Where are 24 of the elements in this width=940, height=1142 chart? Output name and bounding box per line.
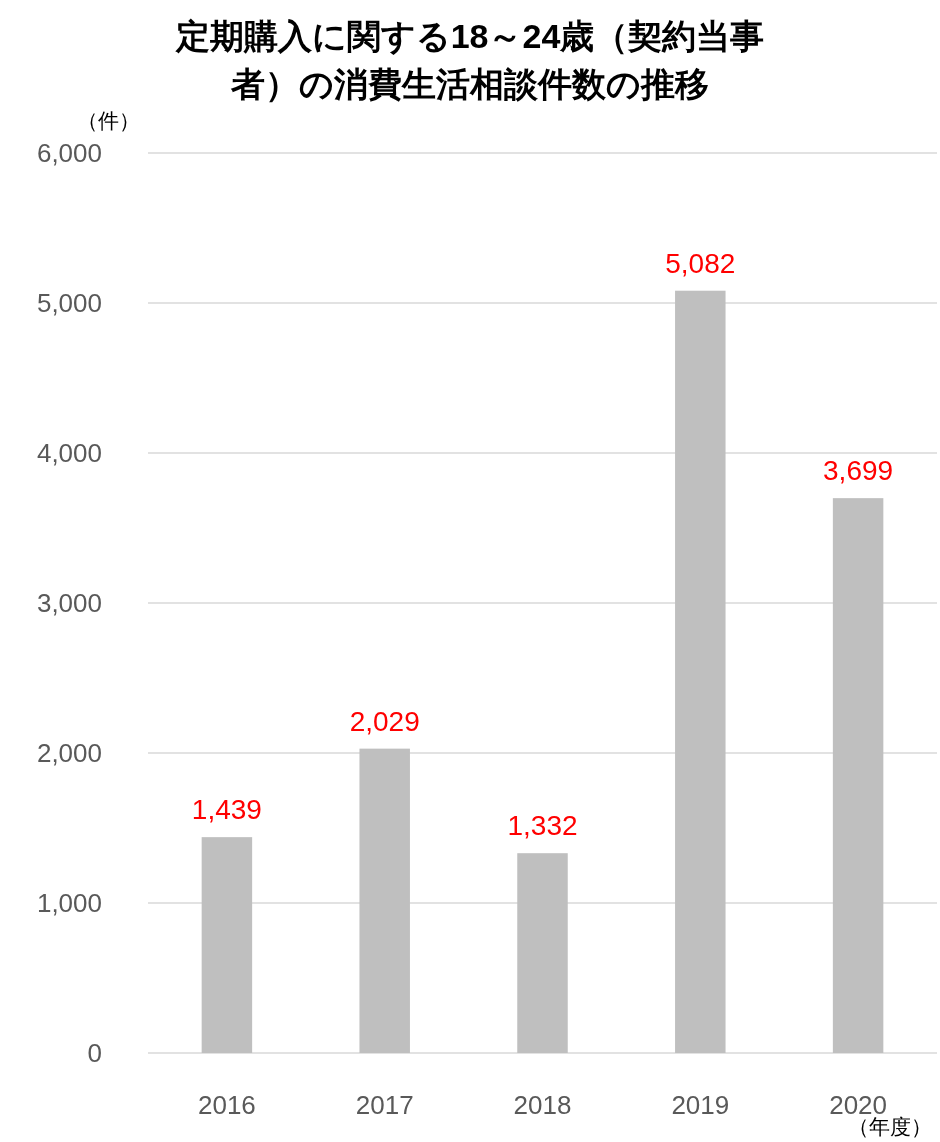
y-tick-label: 6,000 — [36, 138, 102, 169]
x-tick-label: 2019 — [671, 1090, 730, 1120]
bar — [517, 853, 568, 1053]
y-tick-label: 0 — [87, 1038, 102, 1069]
x-tick-label: 2018 — [513, 1090, 572, 1120]
data-label: 1,439 — [191, 794, 262, 826]
x-tick-label: 2017 — [355, 1090, 414, 1120]
bar — [359, 748, 410, 1053]
x-axis-title: （年度） — [848, 1115, 932, 1138]
bar — [832, 498, 884, 1053]
data-label: 3,699 — [823, 455, 894, 487]
bar — [675, 290, 726, 1053]
data-label: 1,332 — [507, 810, 578, 842]
y-axis-title: （件） — [76, 109, 140, 132]
data-label: 5,082 — [665, 247, 736, 279]
bar — [201, 837, 253, 1053]
data-label: 2,029 — [349, 705, 420, 737]
y-tick-label: 5,000 — [36, 288, 102, 319]
y-tick-label: 1,000 — [36, 888, 102, 919]
chart-title: 定期購入に関する18～24歳（契約当事者）の消費生活相談件数の推移 — [174, 17, 765, 103]
x-tick-label: 2016 — [197, 1090, 256, 1120]
y-tick-label: 4,000 — [36, 438, 102, 469]
y-tick-label: 2,000 — [36, 738, 102, 769]
y-tick-label: 3,000 — [36, 588, 102, 619]
